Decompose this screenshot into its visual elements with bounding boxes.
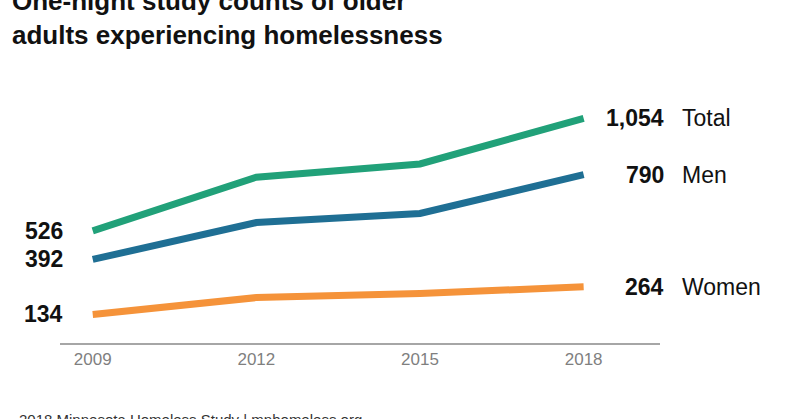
svg-text:Total: Total [682,105,731,131]
svg-text:2015: 2015 [401,350,439,369]
svg-text:2018: 2018 [565,350,603,369]
svg-text:Women: Women [682,274,761,300]
svg-text:526: 526 [25,218,63,244]
svg-text:790: 790 [626,162,664,188]
svg-text:2012: 2012 [237,350,275,369]
svg-text:134: 134 [24,301,63,327]
svg-text:1,054: 1,054 [606,105,664,131]
svg-text:2018 Minnesota Homeless Study: 2018 Minnesota Homeless Study | mnhomele… [19,411,362,419]
svg-text:Men: Men [682,162,727,188]
svg-text:392: 392 [25,246,63,272]
svg-text:One-night study counts of olde: One-night study counts of olderadults ex… [12,0,443,50]
svg-text:264: 264 [625,274,664,300]
svg-text:2009: 2009 [74,350,112,369]
